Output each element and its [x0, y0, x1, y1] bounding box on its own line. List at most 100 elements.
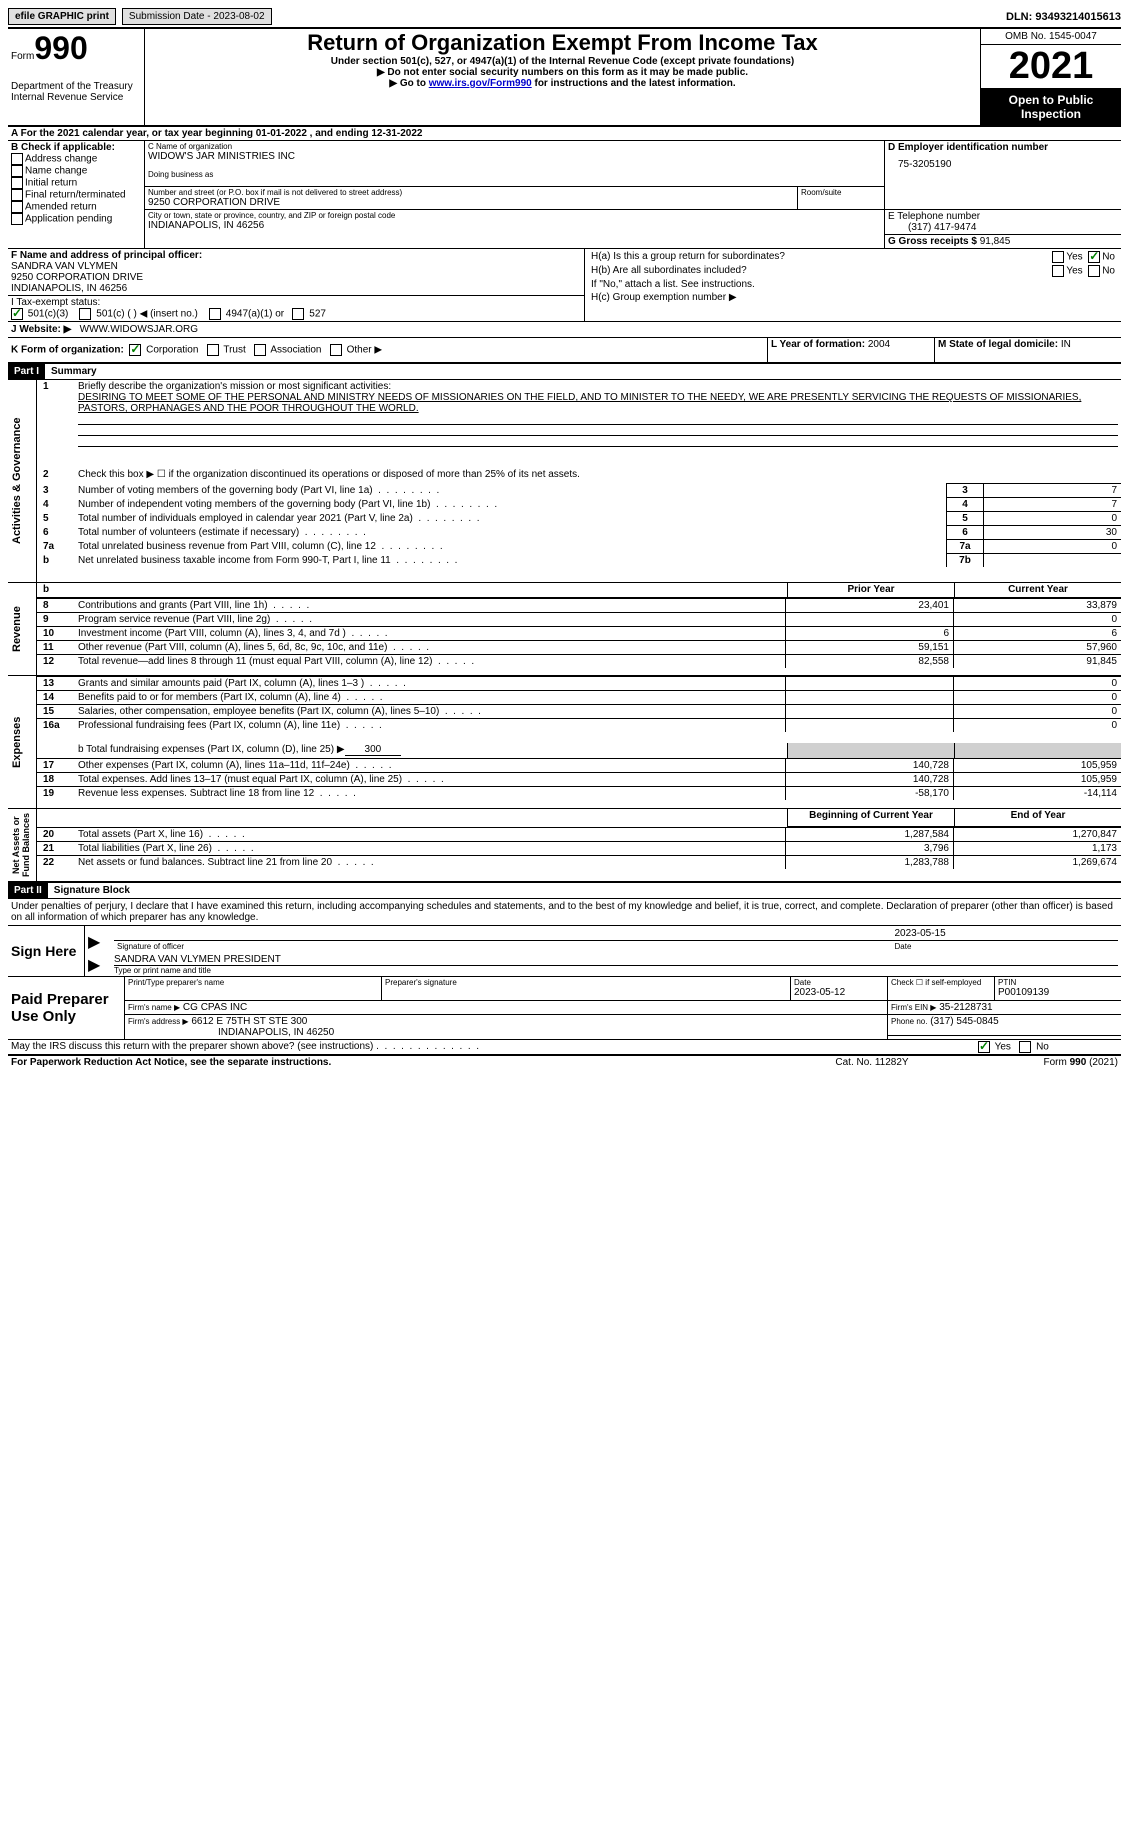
col-end: End of Year — [955, 809, 1122, 827]
summary-row: 8 Contributions and grants (Part VIII, l… — [37, 599, 1121, 613]
subtitle-2: ▶ Do not enter social security numbers o… — [148, 67, 977, 78]
summary-row: 19 Revenue less expenses. Subtract line … — [37, 787, 1121, 801]
d-ein-label: D Employer identification number — [888, 142, 1118, 153]
website-value: WWW.WIDOWSJAR.ORG — [80, 324, 198, 335]
summary-row: 17 Other expenses (Part IX, column (A), … — [37, 759, 1121, 773]
opt-amended-return[interactable]: Amended return — [11, 201, 141, 213]
f-label: F Name and address of principal officer: — [11, 250, 202, 261]
paperwork-notice: For Paperwork Reduction Act Notice, see … — [8, 1056, 769, 1069]
k-other-checkbox[interactable] — [330, 344, 342, 356]
identity-block: B Check if applicable: Address change Na… — [8, 141, 1121, 248]
summary-row: 7a Total unrelated business revenue from… — [37, 540, 1121, 554]
dln-label: DLN: 93493214015613 — [1006, 11, 1121, 23]
cat-no: Cat. No. 11282Y — [769, 1056, 975, 1069]
typed-label: Type or print name and title — [114, 966, 1118, 975]
discuss-no-checkbox[interactable] — [1019, 1041, 1031, 1053]
e-phone-value: (317) 417-9474 — [888, 222, 1118, 233]
irs-link[interactable]: www.irs.gov/Form990 — [429, 78, 532, 89]
date-label: Date — [892, 941, 1118, 953]
part2-header: Part IISignature Block — [8, 881, 1121, 899]
opt-initial-return[interactable]: Initial return — [11, 177, 141, 189]
section-b-label: B Check if applicable: — [11, 142, 141, 153]
summary-row: 4 Number of independent voting members o… — [37, 498, 1121, 512]
i-501c-checkbox[interactable] — [79, 308, 91, 320]
typed-name: SANDRA VAN VLYMEN PRESIDENT — [114, 954, 1118, 966]
g-receipts-label: G Gross receipts $ — [888, 236, 977, 247]
line-b-val: 300 — [345, 744, 402, 756]
i-4947-checkbox[interactable] — [209, 308, 221, 320]
open-inspection-label: Open to Public Inspection — [981, 89, 1121, 125]
opt-name-change[interactable]: Name change — [11, 165, 141, 177]
col-prior: Prior Year — [788, 583, 955, 598]
irs-label: Internal Revenue Service — [11, 92, 141, 103]
l-year: 2004 — [868, 339, 890, 350]
sig-arrow-icon-2: ▶ — [88, 957, 100, 974]
line-a: A For the 2021 calendar year, or tax yea… — [8, 127, 1121, 141]
d-ein-value: 75-3205190 — [888, 153, 1118, 176]
sig-date: 2023-05-15 — [892, 927, 1118, 941]
omb-label: OMB No. 1545-0047 — [981, 29, 1121, 45]
vlabel-revenue: Revenue — [11, 584, 23, 674]
efile-print-button[interactable]: efile GRAPHIC print — [8, 8, 116, 25]
discuss-yes-checkbox[interactable] — [978, 1041, 990, 1053]
org-name: WIDOW'S JAR MINISTRIES INC — [148, 151, 881, 162]
e-phone-label: E Telephone number — [888, 211, 1118, 222]
col-begin: Beginning of Current Year — [788, 809, 955, 827]
summary-row: 5 Total number of individuals employed i… — [37, 512, 1121, 526]
opt-final-return[interactable]: Final return/terminated — [11, 189, 141, 201]
summary-row: 12 Total revenue—add lines 8 through 11 … — [37, 655, 1121, 669]
footer: For Paperwork Reduction Act Notice, see … — [8, 1056, 1121, 1069]
ha-label: H(a) Is this a group return for subordin… — [588, 250, 992, 264]
i-527-checkbox[interactable] — [292, 308, 304, 320]
summary-row: 16a Professional fundraising fees (Part … — [37, 719, 1121, 733]
sign-here-label: Sign Here — [8, 926, 85, 976]
k-corp-checkbox[interactable] — [129, 344, 141, 356]
k-trust-checkbox[interactable] — [207, 344, 219, 356]
perjury-text: Under penalties of perjury, I declare th… — [8, 899, 1121, 926]
discuss-row: May the IRS discuss this return with the… — [8, 1039, 1121, 1056]
signature-block: Sign Here ▶ 2023-05-15 Signature of offi… — [8, 926, 1121, 976]
opt-application-pending[interactable]: Application pending — [11, 213, 141, 225]
vlabel-governance: Activities & Governance — [11, 381, 23, 581]
firm-phone: (317) 545-0845 — [930, 1016, 998, 1027]
dba-label: Doing business as — [148, 170, 881, 179]
subtitle-3: ▶ Go to www.irs.gov/Form990 for instruct… — [148, 78, 977, 89]
f-addr1: 9250 CORPORATION DRIVE — [11, 272, 143, 283]
i-label: I Tax-exempt status: — [11, 297, 100, 308]
officer-group-block: F Name and address of principal officer:… — [8, 248, 1121, 322]
hc-label: H(c) Group exemption number ▶ — [588, 291, 1118, 304]
summary-row: 13 Grants and similar amounts paid (Part… — [37, 677, 1121, 691]
tax-year: 2021 — [981, 45, 1121, 89]
hb-label: H(b) Are all subordinates included? — [588, 264, 992, 278]
i-501c3-checkbox[interactable] — [11, 308, 23, 320]
q1-text: Briefly describe the organization's miss… — [78, 381, 391, 392]
f-name: SANDRA VAN VLYMEN — [11, 261, 118, 272]
klm-block: K Form of organization: Corporation Trus… — [8, 338, 1121, 364]
form-header: Form990 Department of the Treasury Inter… — [8, 27, 1121, 127]
topbar: efile GRAPHIC print Submission Date - 20… — [8, 8, 1121, 25]
opt-address-change[interactable]: Address change — [11, 153, 141, 165]
sig-arrow-icon: ▶ — [88, 934, 100, 951]
summary-row: 6 Total number of volunteers (estimate i… — [37, 526, 1121, 540]
vlabel-net: Net Assets or Fund Balances — [11, 810, 31, 880]
form-ref: Form 990 (2021) — [975, 1056, 1121, 1069]
summary-row: 14 Benefits paid to or for members (Part… — [37, 691, 1121, 705]
c-name-label: C Name of organization — [148, 142, 881, 151]
room-label: Room/suite — [801, 188, 881, 197]
vlabel-expenses: Expenses — [11, 677, 23, 807]
paid-preparer-label: Paid Preparer Use Only — [8, 977, 125, 1040]
form-word: Form — [11, 51, 34, 62]
summary-row: 10 Investment income (Part VIII, column … — [37, 627, 1121, 641]
submission-date-button[interactable]: Submission Date - 2023-08-02 — [122, 8, 272, 25]
summary-row: 18 Total expenses. Add lines 13–17 (must… — [37, 773, 1121, 787]
hb-note: If "No," attach a list. See instructions… — [588, 278, 1118, 291]
f-addr2: INDIANAPOLIS, IN 46256 — [11, 283, 127, 294]
g-receipts-value: 91,845 — [980, 236, 1011, 247]
k-assoc-checkbox[interactable] — [254, 344, 266, 356]
firm-addr1: 6612 E 75TH ST STE 300 — [191, 1016, 307, 1027]
summary-row: 20 Total assets (Part X, line 16) . . . … — [37, 827, 1121, 841]
part1-header: Part ISummary — [8, 364, 1121, 380]
firm-addr2: INDIANAPOLIS, IN 46250 — [128, 1027, 334, 1038]
city-label: City or town, state or province, country… — [148, 211, 881, 220]
city-value: INDIANAPOLIS, IN 46256 — [148, 220, 881, 231]
